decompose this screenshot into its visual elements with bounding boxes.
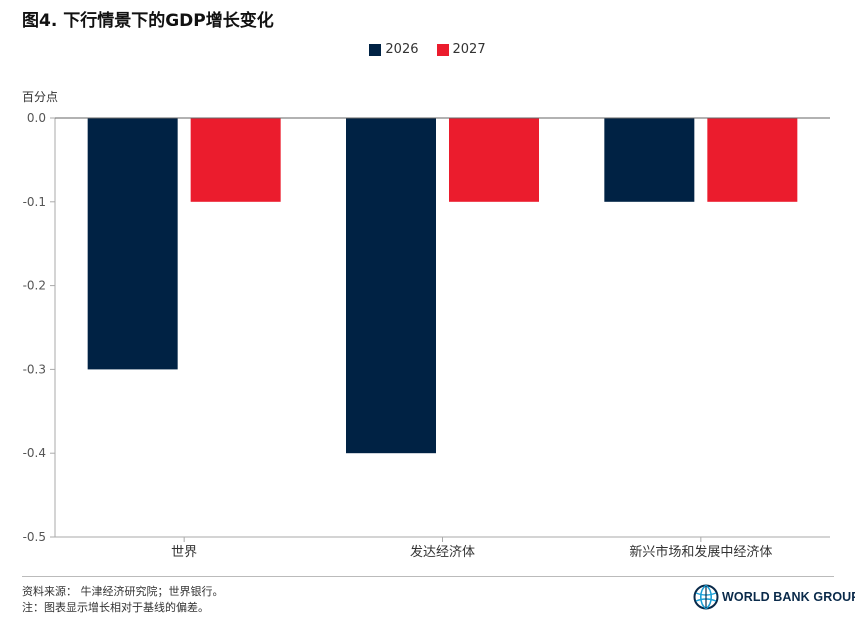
legend-label-2027: 2027: [452, 42, 486, 57]
legend-swatch-2027: [436, 43, 449, 56]
logo-text: WORLD BANK GROUP: [722, 590, 855, 604]
footer-notes: 资料来源： 牛津经济研究院；世界银行。 注：图表显示增长相对于基线的偏差。: [22, 584, 224, 616]
chart-title: 图4. 下行情景下的GDP增长变化: [22, 11, 274, 31]
world-bank-logo: WORLD BANK GROUP: [693, 584, 855, 610]
y-axis-label: 百分点: [22, 90, 59, 104]
bar-2027-0: [190, 118, 281, 202]
chart-note: 注：图表显示增长相对于基线的偏差。: [22, 601, 209, 614]
bar-2026-1: [346, 118, 436, 454]
y-tick-label: -0.5: [23, 530, 46, 544]
bar-2026-0: [87, 118, 178, 370]
world-globe-icon: [693, 584, 719, 610]
bar-chart: 0.0 -0.1 -0.2 -0.3 -0.4 -0.5 世界 发达经济体 新兴市场和发展中经济…: [23, 111, 830, 560]
x-tick-label: 世界: [171, 545, 197, 560]
y-tick-label: -0.1: [23, 195, 46, 209]
x-tick-label: 发达经济体: [410, 544, 475, 560]
footer-divider: [22, 576, 834, 577]
legend-swatch-2026: [369, 43, 382, 56]
y-tick-label: -0.2: [23, 279, 46, 293]
y-tick-label: -0.4: [23, 446, 46, 460]
x-tick-label: 新兴市场和发展中经济体: [629, 544, 772, 560]
y-tick-label: -0.3: [23, 362, 46, 376]
legend-label-2026: 2026: [385, 42, 419, 57]
source-note: 资料来源： 牛津经济研究院；世界银行。: [22, 585, 224, 598]
bar-2026-2: [604, 118, 695, 202]
legend-item-2026: 2026: [369, 42, 419, 57]
bar-2027-2: [707, 118, 798, 202]
chart-legend: 2026 2027: [0, 42, 855, 57]
legend-item-2027: 2027: [436, 42, 486, 57]
bar-2027-1: [449, 118, 539, 202]
y-tick-label: 0.0: [27, 111, 46, 125]
